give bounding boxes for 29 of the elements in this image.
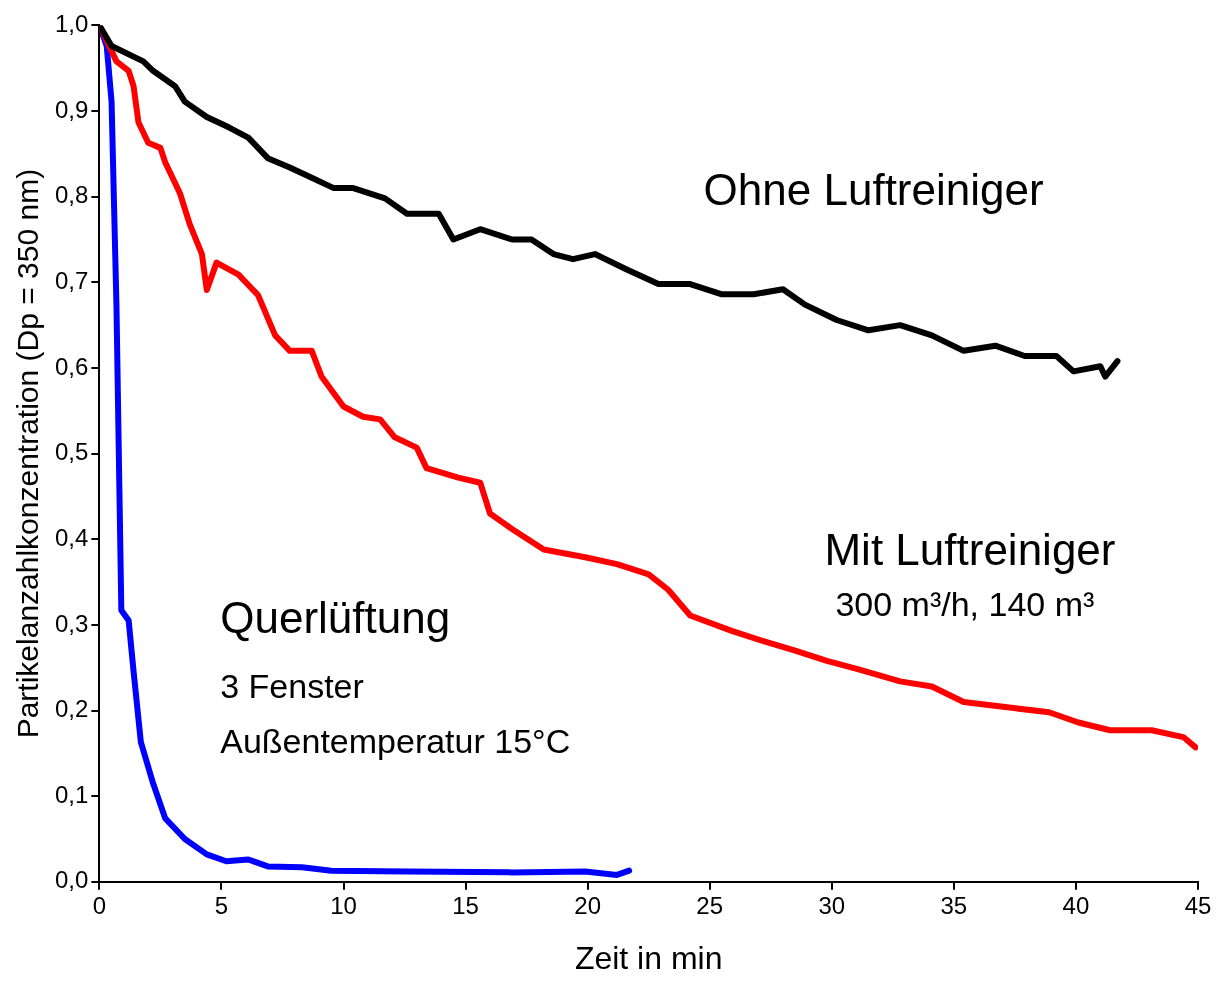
annotation: Außentemperatur 15°C bbox=[220, 722, 571, 761]
y-tick-label: 0,5 bbox=[54, 438, 89, 466]
y-tick-label: 0,4 bbox=[54, 523, 89, 551]
y-tick-label: 0,6 bbox=[54, 352, 89, 380]
y-tick-label: 0,9 bbox=[54, 95, 89, 123]
series-label: Mit Luftreiniger bbox=[824, 524, 1116, 574]
y-tick-label: 0,1 bbox=[54, 780, 89, 808]
y-tick-label: 0,7 bbox=[54, 266, 89, 294]
x-axis-title: Zeit in min bbox=[574, 939, 723, 976]
y-tick-label: 0,2 bbox=[54, 695, 89, 723]
series-label: Ohne Luftreiniger bbox=[703, 165, 1044, 215]
y-axis-title: Partikelanzahlkonzentration (Dp = 350 nm) bbox=[11, 168, 45, 739]
x-tick-label: 40 bbox=[1062, 891, 1090, 919]
text: Querlüftung bbox=[220, 593, 451, 643]
x-tick-label: 20 bbox=[574, 891, 601, 919]
x-tick-label: 5 bbox=[214, 891, 229, 919]
y-tick-label: 0,0 bbox=[54, 866, 89, 894]
x-tick-label: 0 bbox=[92, 891, 107, 919]
x-tick-label: 25 bbox=[696, 891, 724, 919]
y-tick-label: 1,0 bbox=[54, 10, 89, 38]
x-tick-label: 15 bbox=[452, 891, 479, 919]
x-tick-label: 35 bbox=[940, 891, 968, 919]
y-tick-label: 0,3 bbox=[54, 609, 89, 637]
annotation: 300 m³/h, 140 m³ bbox=[835, 585, 1095, 624]
x-tick-label: 30 bbox=[818, 891, 846, 919]
y-tick-label: 0,8 bbox=[54, 181, 89, 209]
x-tick-label: 10 bbox=[330, 891, 357, 919]
annotation: 3 Fenster bbox=[220, 666, 364, 705]
x-tick-label: 45 bbox=[1184, 891, 1212, 919]
